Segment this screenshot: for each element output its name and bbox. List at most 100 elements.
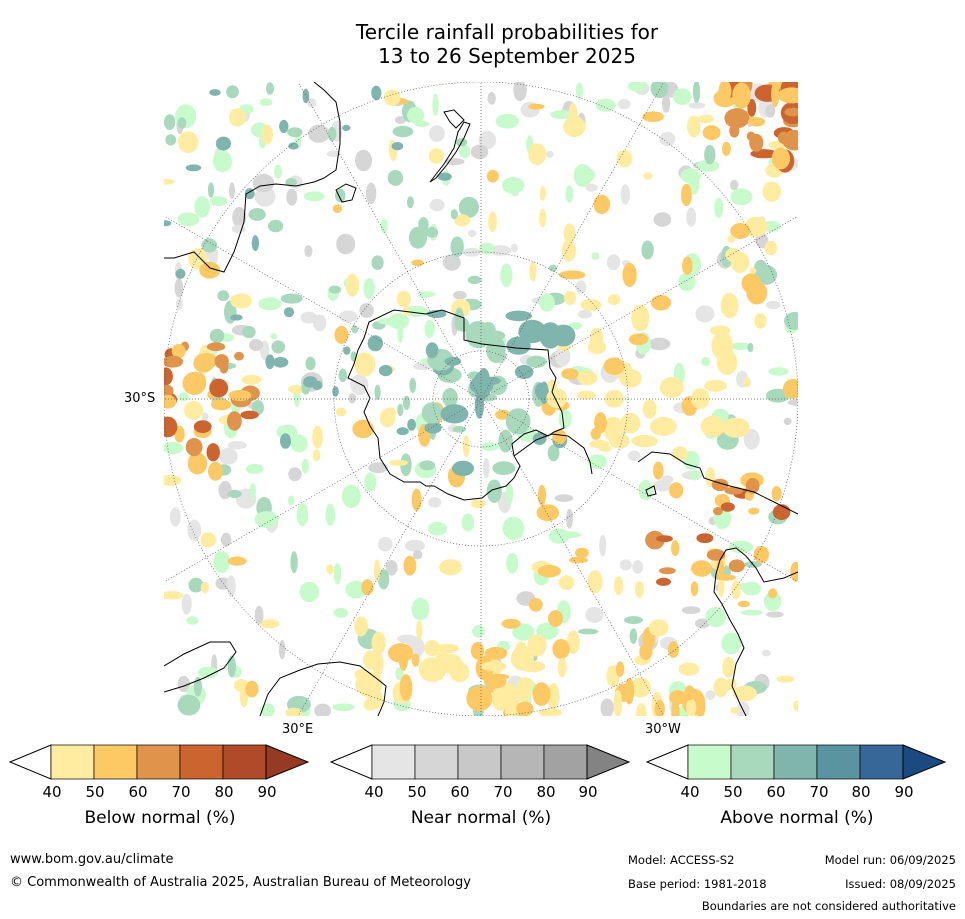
probability-patch xyxy=(678,662,700,676)
probability-patch xyxy=(720,502,735,512)
probability-patch xyxy=(209,378,229,398)
probability-patch xyxy=(481,661,507,672)
probability-patch xyxy=(220,532,232,547)
probability-patch xyxy=(487,92,496,105)
footer-issued: Issued: 08/09/2025 xyxy=(845,877,956,891)
probability-patch xyxy=(377,318,400,325)
probability-patch xyxy=(691,388,710,410)
tick-label: 60 xyxy=(766,783,786,801)
probability-patch xyxy=(304,245,313,257)
probability-patch xyxy=(516,701,534,716)
probability-patch xyxy=(164,416,178,438)
probability-patch xyxy=(539,293,555,312)
probability-patch xyxy=(690,470,701,481)
colorbar-over-triangle xyxy=(902,744,947,780)
probability-patch xyxy=(245,463,264,474)
colorbar-over-triangle xyxy=(265,744,310,780)
probability-patch xyxy=(505,687,532,702)
probability-patch xyxy=(164,394,177,409)
antarctic-peninsula xyxy=(513,433,593,475)
probability-patch xyxy=(343,346,351,355)
probability-patch xyxy=(654,699,665,716)
probability-patch xyxy=(227,441,247,450)
probability-patch xyxy=(411,653,420,667)
probability-patch xyxy=(403,303,410,317)
probability-patch xyxy=(325,503,335,526)
probability-patch xyxy=(713,677,729,698)
probability-patch xyxy=(501,618,521,629)
probability-patch xyxy=(268,219,284,233)
probability-patch xyxy=(208,461,223,481)
probability-patch xyxy=(336,233,356,255)
probability-patch xyxy=(428,521,448,536)
probability-patch xyxy=(227,489,242,499)
probability-patch xyxy=(249,339,263,351)
probability-patch xyxy=(404,539,425,552)
probability-patch xyxy=(403,555,417,576)
probability-patch xyxy=(783,417,792,426)
probability-patch xyxy=(206,342,226,352)
probability-patch xyxy=(577,370,598,386)
probability-patch xyxy=(232,206,247,228)
tick-label: 60 xyxy=(128,783,148,801)
probability-patch xyxy=(444,356,461,366)
colorbar-swatch xyxy=(222,744,267,780)
colorbar-swatch xyxy=(414,744,459,780)
probability-patch xyxy=(428,125,445,142)
probability-patch xyxy=(589,327,604,348)
probability-patch xyxy=(363,698,377,711)
probability-patch xyxy=(230,293,252,309)
probability-patch xyxy=(629,628,638,644)
colorbar-swatch xyxy=(179,744,224,780)
probability-patch xyxy=(285,707,303,716)
probability-patch xyxy=(656,535,673,543)
probability-patch xyxy=(248,208,266,221)
probability-patch xyxy=(395,116,406,125)
probability-patch xyxy=(333,562,342,585)
probability-patch xyxy=(632,560,644,574)
probability-patch xyxy=(512,623,535,641)
probability-patch xyxy=(616,149,633,168)
probability-patch xyxy=(755,264,778,285)
africa-coastline xyxy=(259,661,387,716)
probability-patch xyxy=(194,196,210,218)
probability-patch xyxy=(467,229,477,237)
probability-patch xyxy=(762,181,781,202)
probability-patch xyxy=(539,208,546,228)
probability-patch xyxy=(589,439,609,449)
probability-patch xyxy=(307,98,317,108)
probability-patch xyxy=(313,314,327,332)
probability-patch xyxy=(227,556,247,566)
south-america-coastline xyxy=(637,451,798,716)
probability-patch xyxy=(721,632,742,655)
probability-patch xyxy=(211,398,232,411)
probability-patch xyxy=(603,416,624,442)
colorbar-swatch xyxy=(730,744,775,780)
probability-patch xyxy=(529,261,537,282)
probability-patch xyxy=(164,355,184,368)
polar-map xyxy=(164,82,798,716)
colorbar-under-triangle xyxy=(646,744,689,780)
probability-patch xyxy=(777,87,798,104)
probability-patch xyxy=(338,368,348,383)
probability-patch xyxy=(175,268,186,279)
probability-patch xyxy=(442,388,458,407)
probability-patch xyxy=(383,89,401,106)
probability-patch xyxy=(548,610,563,628)
probability-patch xyxy=(506,552,519,574)
probability-patch xyxy=(286,188,298,206)
probability-patch xyxy=(749,267,757,274)
footer-url[interactable]: www.bom.gov.au/climate xyxy=(10,852,174,867)
probability-patch xyxy=(328,285,342,294)
probability-patch xyxy=(732,82,751,109)
probability-patch xyxy=(265,354,275,370)
probability-patch xyxy=(606,254,621,271)
probability-patch xyxy=(327,126,337,142)
tick-label: 90 xyxy=(257,783,277,801)
probability-patch xyxy=(164,441,183,455)
probability-patch xyxy=(600,698,614,716)
colorbar-swatch xyxy=(371,744,416,780)
probability-patch xyxy=(279,119,289,133)
probability-patch xyxy=(500,263,513,288)
probability-patch xyxy=(424,422,442,434)
